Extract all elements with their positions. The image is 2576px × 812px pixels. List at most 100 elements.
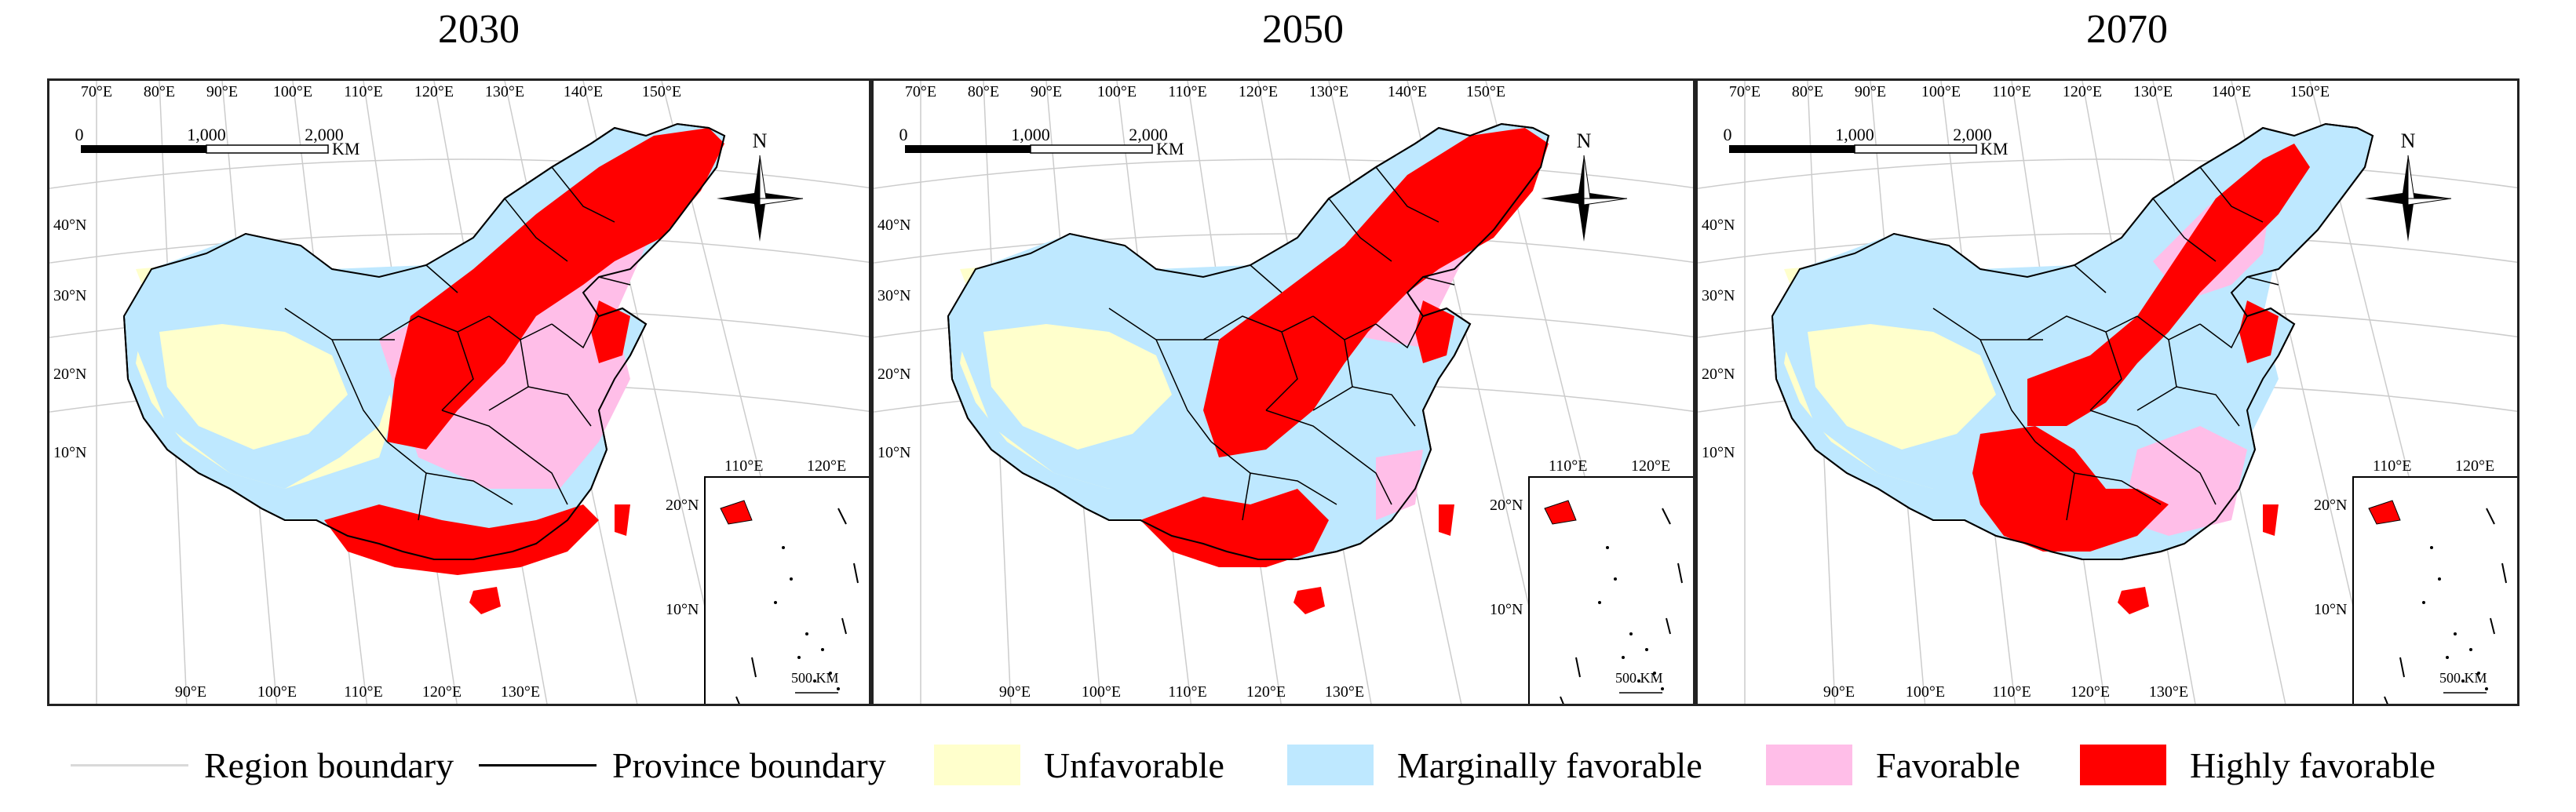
legend-label-province: Province boundary bbox=[612, 745, 886, 785]
legend-region-boundary: Region boundary bbox=[71, 737, 454, 792]
lon-label-top: 150°E bbox=[2290, 83, 2330, 100]
legend-unfavorable: Unfavorable bbox=[934, 737, 1224, 792]
lon-label-top: 100°E bbox=[273, 83, 312, 100]
lon-label-top: 110°E bbox=[1992, 83, 2031, 100]
highly-favorable-zone-0 bbox=[387, 128, 724, 450]
svg-text:110°E: 110°E bbox=[724, 457, 763, 475]
lon-label-top: 70°E bbox=[905, 83, 936, 100]
scale-label: 1,000 bbox=[1011, 125, 1050, 144]
lat-label: 10°N bbox=[878, 444, 910, 461]
province-boundaries bbox=[284, 166, 631, 521]
legend-label-highly: Highly favorable bbox=[2190, 745, 2436, 785]
svg-text:10°N: 10°N bbox=[1490, 601, 1523, 618]
scale-label: 0 bbox=[1724, 125, 1732, 144]
lon-label-bottom: 120°E bbox=[2071, 683, 2110, 701]
lon-label-top: 100°E bbox=[1921, 83, 1961, 100]
scale-label: 2,000 bbox=[1953, 125, 1992, 144]
scale-unit: KM bbox=[1156, 139, 1184, 158]
inset-scale-label: 500 KM bbox=[1615, 670, 1663, 686]
inset-map: 500 KM 110°E 120°E 20°N 10°N bbox=[1490, 457, 1693, 704]
lon-label-top: 130°E bbox=[485, 83, 524, 100]
north-arrow-icon: N bbox=[2365, 129, 2452, 242]
north-label: N bbox=[1577, 129, 1592, 152]
highly-favorable-zone-4 bbox=[615, 504, 630, 536]
map-panel-2030: 0 1,000 2,000 KM N 500 KM 110°E 120°E 20°N 10°N 70… bbox=[47, 78, 871, 706]
lon-label-bottom: 90°E bbox=[175, 683, 206, 701]
highly-favorable-zone-3 bbox=[469, 587, 501, 614]
favorable-zone-1 bbox=[1376, 450, 1423, 520]
scale-label: 0 bbox=[899, 125, 908, 144]
north-label: N bbox=[2401, 129, 2416, 152]
lat-label: 10°N bbox=[1702, 444, 1735, 461]
lat-label: 20°N bbox=[878, 366, 910, 383]
scale-label: 2,000 bbox=[305, 125, 344, 144]
north-label: N bbox=[753, 129, 768, 152]
legend-marginally-favorable: Marginally favorable bbox=[1287, 737, 1702, 792]
region-boundary-swatch bbox=[71, 763, 188, 766]
province-boundaries bbox=[1108, 166, 1455, 521]
svg-text:20°N: 20°N bbox=[1490, 497, 1523, 514]
highly-favorable-zone-2 bbox=[1140, 489, 1329, 567]
svg-text:110°E: 110°E bbox=[1549, 457, 1587, 475]
svg-text:10°N: 10°N bbox=[666, 601, 699, 618]
lon-label-top: 90°E bbox=[1855, 83, 1886, 100]
lon-label-top: 80°E bbox=[144, 83, 175, 100]
lat-label: 20°N bbox=[53, 366, 86, 383]
lon-label-top: 140°E bbox=[2212, 83, 2251, 100]
svg-text:120°E: 120°E bbox=[2455, 457, 2494, 475]
highly-favorable-zone-4 bbox=[1439, 504, 1454, 536]
scale-label: 1,000 bbox=[187, 125, 226, 144]
lon-label-bottom: 110°E bbox=[1992, 683, 2031, 701]
highly-favorable-swatch bbox=[2080, 745, 2166, 785]
lon-label-top: 100°E bbox=[1097, 83, 1137, 100]
legend-label-region: Region boundary bbox=[204, 745, 454, 785]
lon-label-top: 110°E bbox=[1168, 83, 1206, 100]
svg-text:20°N: 20°N bbox=[666, 497, 699, 514]
scale-label: 2,000 bbox=[1129, 125, 1168, 144]
inset-map: 500 KM 110°E 120°E 20°N 10°N bbox=[2314, 457, 2517, 704]
lat-label: 30°N bbox=[878, 287, 910, 304]
lat-label: 20°N bbox=[1702, 366, 1735, 383]
lon-label-bottom: 110°E bbox=[344, 683, 382, 701]
lon-label-top: 80°E bbox=[1792, 83, 1823, 100]
lon-label-bottom: 100°E bbox=[1082, 683, 1121, 701]
highly-favorable-zone-0 bbox=[1203, 128, 1549, 457]
lon-label-top: 80°E bbox=[968, 83, 999, 100]
scale-label: 0 bbox=[75, 125, 84, 144]
lon-label-bottom: 130°E bbox=[501, 683, 540, 701]
lon-label-top: 130°E bbox=[2133, 83, 2173, 100]
legend-province-boundary: Province boundary bbox=[479, 737, 886, 792]
lon-label-top: 130°E bbox=[1309, 83, 1348, 100]
highly-favorable-zone-3 bbox=[1293, 587, 1325, 614]
highly-favorable-zone-4 bbox=[2263, 504, 2279, 536]
lon-label-bottom: 100°E bbox=[257, 683, 297, 701]
legend-favorable: Favorable bbox=[1766, 737, 2020, 792]
lon-label-top: 140°E bbox=[1388, 83, 1427, 100]
svg-text:120°E: 120°E bbox=[1631, 457, 1670, 475]
province-boundaries bbox=[1932, 166, 2279, 521]
lat-label: 30°N bbox=[1702, 287, 1735, 304]
highly-favorable-zone-2 bbox=[324, 504, 599, 575]
svg-text:10°N: 10°N bbox=[2314, 601, 2347, 618]
unfavorable-core bbox=[159, 324, 348, 450]
legend-label-favorable: Favorable bbox=[1876, 745, 2020, 785]
lon-label-top: 120°E bbox=[1239, 83, 1278, 100]
lat-label: 30°N bbox=[53, 287, 86, 304]
lon-label-top: 90°E bbox=[206, 83, 238, 100]
lon-label-bottom: 100°E bbox=[1906, 683, 1945, 701]
lat-label: 40°N bbox=[1702, 217, 1735, 234]
province-boundary-swatch bbox=[479, 763, 597, 766]
unfavorable-swatch bbox=[934, 745, 1020, 785]
marginal-zone-1 bbox=[1313, 348, 1423, 473]
svg-text:20°N: 20°N bbox=[2314, 497, 2347, 514]
lat-label: 40°N bbox=[53, 217, 86, 234]
svg-text:120°E: 120°E bbox=[807, 457, 846, 475]
scale-label: 1,000 bbox=[1835, 125, 1874, 144]
lon-label-bottom: 120°E bbox=[1246, 683, 1286, 701]
lon-label-top: 70°E bbox=[1729, 83, 1761, 100]
scale-unit: KM bbox=[1980, 139, 2008, 158]
panel-title-2070: 2070 bbox=[2086, 7, 2168, 52]
